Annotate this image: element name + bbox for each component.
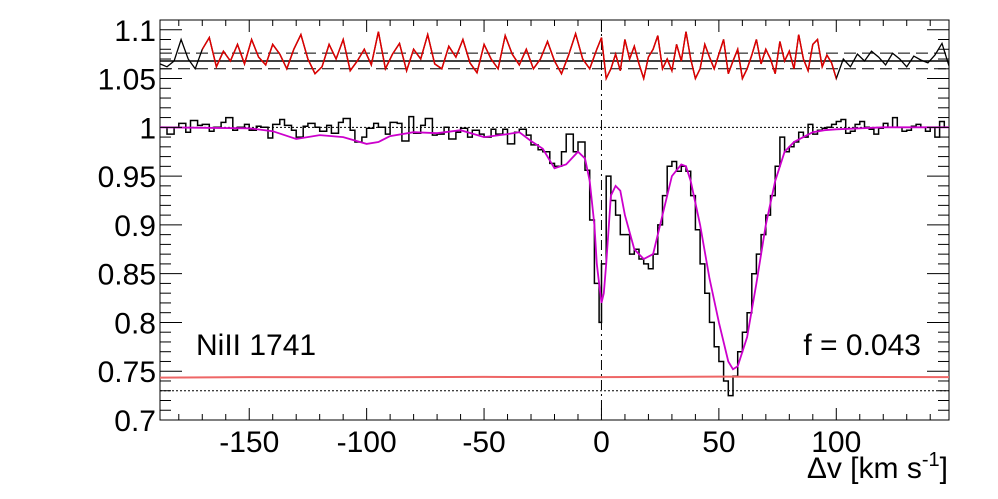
- axis-layer: -150 -100 -50 0 50 100 0.7 0.75 0.8 0.85 0.9 0.95 1 1…: [98, 15, 949, 459]
- error-line: [159, 375, 950, 379]
- x-tick-label: 100: [811, 426, 861, 459]
- x-tick-label: -150: [219, 426, 279, 459]
- y-tick-label: 0.7: [114, 405, 156, 438]
- f-label: f = 0.043: [803, 329, 921, 362]
- y-tick-label: 0.75: [98, 356, 156, 389]
- residual-line-outside-fit: [159, 31, 950, 81]
- series-layer: [159, 31, 950, 397]
- y-tick-label: 0.85: [98, 259, 156, 292]
- y-tick-label: 1: [139, 112, 156, 145]
- x-tick-label: 50: [702, 426, 735, 459]
- y-tick-label: 0.9: [114, 210, 156, 243]
- x-axis-label: Δv [km s-1]: [807, 449, 948, 485]
- x-axis-label-sup: -1: [922, 449, 940, 471]
- y-tick-label: 1.1: [114, 15, 156, 48]
- y-tick-label: 0.95: [98, 161, 156, 194]
- y-tick-label: 1.05: [98, 64, 156, 97]
- x-tick-label: -100: [337, 426, 397, 459]
- model-line: [159, 126, 949, 371]
- x-axis-label-close: ]: [940, 452, 948, 485]
- x-tick-label: 0: [593, 426, 610, 459]
- residual-line: [202, 31, 837, 82]
- x-axis-label-main: Δv [km s: [807, 452, 922, 485]
- line-label: NiII 1741: [196, 329, 316, 362]
- y-tick-label: 0.8: [114, 307, 156, 340]
- x-tick-label: -50: [462, 426, 505, 459]
